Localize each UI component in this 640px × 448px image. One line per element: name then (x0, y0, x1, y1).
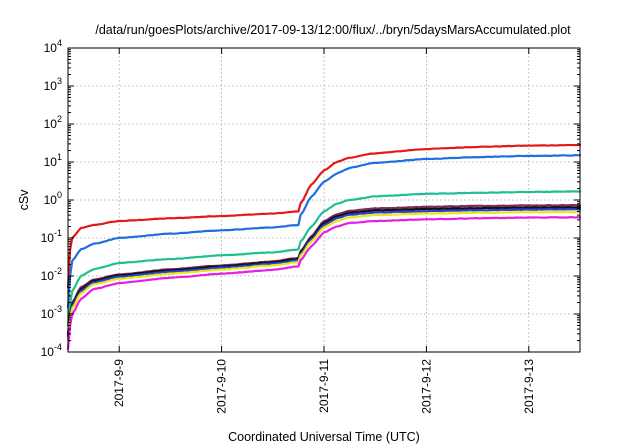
axis-ticks (68, 47, 580, 353)
x-tick-labels: 2017-9-9 2017-9-10 2017-9-11 2017-9-12 2017-… (112, 359, 536, 414)
y-tick-label: 103 (44, 76, 62, 93)
series-line (66, 143, 582, 289)
x-tick-label: 2017-9-13 (522, 359, 536, 414)
x-axis-label: Coordinated Universal Time (UTC) (228, 430, 420, 444)
y-tick-label: 10-1 (41, 228, 62, 245)
x-tick-label: 2017-9-9 (112, 359, 126, 407)
grid (68, 48, 580, 352)
series-line (66, 208, 582, 339)
series-group (66, 143, 582, 350)
x-tick-label: 2017-9-11 (317, 359, 331, 413)
y-tick-label: 10-4 (41, 342, 62, 359)
y-tick-label: 104 (44, 38, 62, 55)
y-tick-label: 102 (44, 114, 62, 131)
series-line (66, 190, 582, 327)
series-line (66, 154, 582, 309)
y-tick-label: 10-3 (41, 304, 62, 321)
chart-title: /data/run/goesPlots/archive/2017-09-13/1… (95, 23, 571, 37)
y-axis-label: cSv (17, 189, 31, 211)
x-tick-label: 2017-9-12 (419, 359, 433, 414)
y-tick-labels: 10-4 10-3 10-2 10-1 100 101 102 103 104 (41, 38, 62, 359)
x-tick-label: 2017-9-10 (215, 359, 229, 414)
series-line (66, 206, 582, 336)
y-tick-label: 100 (44, 190, 62, 207)
y-tick-label: 10-2 (41, 266, 62, 283)
series-line (66, 216, 582, 350)
y-tick-label: 101 (44, 152, 62, 169)
series-line (66, 210, 582, 342)
